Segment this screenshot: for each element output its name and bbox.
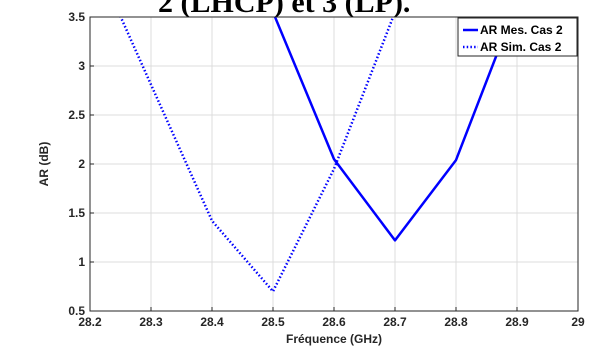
y-tick-label: 3.5 bbox=[68, 10, 85, 24]
x-tick-label: 28.2 bbox=[78, 315, 102, 329]
y-tick-label: 1.5 bbox=[68, 206, 85, 220]
tick-labels: 28.2 28.3 28.4 28.5 28.6 28.7 28.8 28.9 29 0.5 1 1.… bbox=[68, 10, 585, 329]
x-tick-label: 29 bbox=[571, 315, 585, 329]
x-tick-label: 28.4 bbox=[200, 315, 224, 329]
legend-label-simulated: AR Sim. Cas 2 bbox=[480, 40, 562, 54]
series-line-measured bbox=[273, 17, 513, 242]
legend: AR Mes. Cas 2 AR Sim. Cas 2 bbox=[457, 17, 578, 57]
y-tick-label: 2.5 bbox=[68, 108, 85, 122]
y-tick-label: 1 bbox=[78, 255, 85, 269]
x-tick-label: 28.6 bbox=[322, 315, 346, 329]
legend-box bbox=[457, 17, 578, 57]
y-tick-label: 2 bbox=[78, 157, 85, 171]
document-overlap-text: 2 (LHCP) et 3 (LP). bbox=[158, 0, 410, 19]
x-tick-label: 28.9 bbox=[505, 315, 529, 329]
y-tick-label: 0.5 bbox=[68, 304, 85, 318]
series-layer bbox=[119, 17, 513, 293]
y-axis-label: AR (dB) bbox=[37, 142, 51, 187]
ticks bbox=[89, 16, 579, 312]
x-tick-label: 28.7 bbox=[383, 315, 407, 329]
x-tick-label: 28.5 bbox=[261, 315, 285, 329]
x-tick-label: 28.8 bbox=[444, 315, 468, 329]
x-tick-label: 28.3 bbox=[139, 315, 163, 329]
legend-label-measured: AR Mes. Cas 2 bbox=[480, 23, 563, 37]
series-line-simulated bbox=[119, 17, 395, 293]
y-tick-label: 3 bbox=[78, 59, 85, 73]
x-axis-label: Fréquence (GHz) bbox=[286, 332, 382, 346]
